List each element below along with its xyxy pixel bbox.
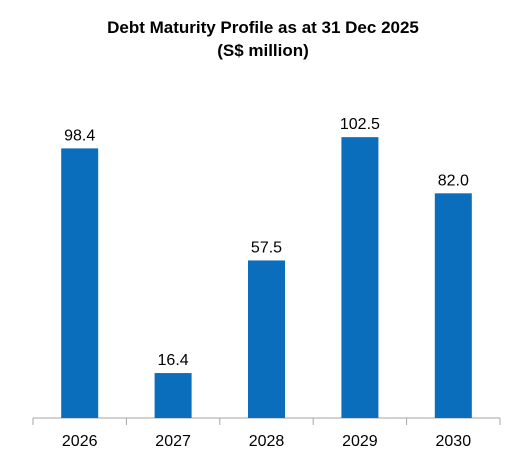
value-label-2028: 57.5 bbox=[251, 239, 282, 256]
bar-2028 bbox=[248, 260, 285, 418]
value-label-2027: 16.4 bbox=[158, 352, 189, 369]
value-label-2030: 82.0 bbox=[438, 172, 469, 189]
chart-title: Debt Maturity Profile as at 31 Dec 2025 bbox=[107, 18, 419, 37]
bar-2026 bbox=[61, 148, 99, 418]
bar-2029 bbox=[341, 137, 379, 418]
plot-area: 98.4 2026 16.4 2027 57.5 2028 102.5 2029 82.0 203… bbox=[32, 116, 501, 450]
chart-subtitle: (S$ million) bbox=[217, 41, 309, 60]
bar-2027 bbox=[154, 373, 192, 418]
bar-2030 bbox=[434, 193, 472, 418]
x-tick-label-2026: 2026 bbox=[62, 433, 98, 450]
value-label-2026: 98.4 bbox=[64, 127, 95, 144]
x-tick-label-2029: 2029 bbox=[342, 433, 378, 450]
x-tick-label-2027: 2027 bbox=[155, 433, 191, 450]
value-label-2029: 102.5 bbox=[340, 116, 380, 133]
x-tick-label-2028: 2028 bbox=[249, 433, 285, 450]
x-tick-label-2030: 2030 bbox=[436, 433, 472, 450]
